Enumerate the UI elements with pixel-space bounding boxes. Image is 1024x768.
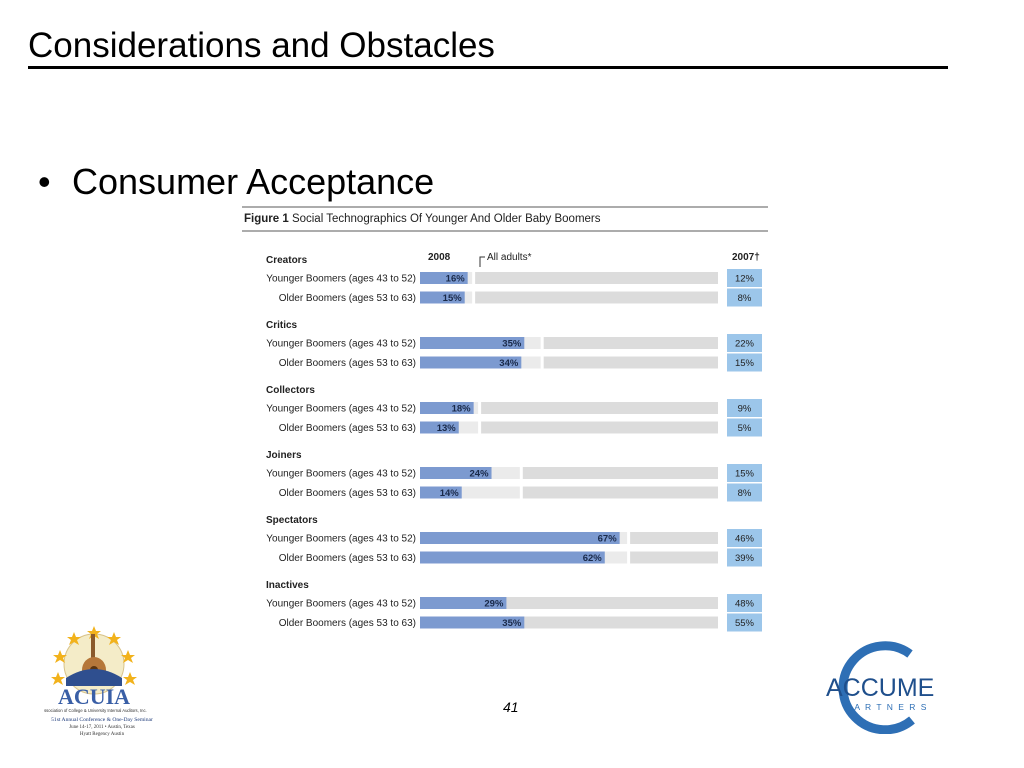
svg-text:Association of College & Unive: Association of College & University Inte…	[44, 708, 147, 713]
svg-text:Hyatt Regency Austin: Hyatt Regency Austin	[80, 732, 125, 737]
badge-2007	[727, 288, 762, 307]
accume-ring-icon: ACCUME P A R T N E R S	[826, 641, 934, 735]
bar-2008	[420, 616, 525, 629]
bar-value-label: 13%	[437, 423, 457, 434]
all-adults-label: All adults*	[487, 252, 532, 263]
page-number: 41	[503, 699, 519, 715]
row-label: Older Boomers (ages 53 to 63)	[279, 423, 416, 434]
col-header-2007: 2007†	[732, 252, 760, 263]
group-label: Critics	[266, 320, 298, 331]
bar-value-label: 29%	[484, 599, 504, 610]
bar-value-label: 24%	[470, 469, 490, 480]
bar-2008	[420, 467, 492, 479]
badge-2007-value: 12%	[735, 274, 755, 285]
bar-value-label: 67%	[598, 534, 618, 545]
accume-logo: ACCUME P A R T N E R S	[814, 640, 964, 735]
badge-2007	[727, 529, 762, 547]
bullet-marker: •	[38, 161, 51, 202]
bar-2008	[420, 421, 459, 434]
bar-2008	[420, 532, 620, 544]
slide-title: Considerations and Obstacles	[28, 26, 495, 65]
badge-2007-value: 5%	[738, 423, 752, 434]
figure-title: Figure 1 Social Technographics Of Younge…	[244, 213, 601, 225]
acuia-emblem-icon: ACUIA Association of College & Universit…	[41, 626, 153, 737]
bar-track	[420, 402, 718, 414]
chart-svg: Figure 1 Social Technographics Of Younge…	[242, 206, 768, 632]
badge-2007	[727, 334, 762, 352]
bullet-text: Consumer Acceptance	[72, 161, 435, 202]
bar-2008	[420, 356, 522, 369]
badge-2007	[727, 548, 762, 567]
badge-2007	[727, 418, 762, 437]
group-label: Collectors	[266, 385, 315, 396]
badge-2007	[727, 353, 762, 372]
bar-value-label: 15%	[443, 293, 463, 304]
badge-2007-value: 55%	[735, 618, 755, 629]
acuia-wordmark: ACUIA	[58, 684, 130, 709]
bullet-item: • Consumer Acceptance	[38, 162, 434, 202]
badge-2007-value: 15%	[735, 469, 755, 480]
row-label: Older Boomers (ages 53 to 63)	[279, 488, 416, 499]
badge-2007-value: 8%	[738, 293, 752, 304]
badge-2007-value: 46%	[735, 534, 755, 545]
row-label: Older Boomers (ages 53 to 63)	[279, 293, 416, 304]
bar-value-label: 35%	[502, 339, 522, 350]
badge-2007-value: 39%	[735, 553, 755, 564]
svg-text:51st Annual Conference & One-D: 51st Annual Conference & One-Day Seminar	[51, 716, 153, 723]
row-label: Younger Boomers (ages 43 to 52)	[266, 469, 416, 480]
group-label: Spectators	[266, 515, 318, 526]
bar-2008	[420, 291, 465, 304]
all-adults-bracket	[479, 256, 485, 267]
bar-track	[420, 291, 718, 304]
svg-text:June 14-17, 2011 • Austin, Tex: June 14-17, 2011 • Austin, Texas	[69, 725, 135, 730]
row-label: Older Boomers (ages 53 to 63)	[279, 358, 416, 369]
bar-value-label: 16%	[446, 274, 466, 285]
bar-2008	[420, 597, 507, 609]
badge-2007-value: 22%	[735, 339, 755, 350]
badge-2007	[727, 269, 762, 287]
bar-2008	[420, 337, 525, 349]
row-label: Younger Boomers (ages 43 to 52)	[266, 274, 416, 285]
accume-subtitle: P A R T N E R S	[844, 702, 928, 712]
acuia-logo: ACUIA Association of College & Universit…	[41, 620, 174, 738]
bar-value-label: 34%	[499, 358, 519, 369]
bar-2008	[420, 486, 462, 499]
figure-chart: Figure 1 Social Technographics Of Younge…	[242, 205, 768, 635]
row-label: Older Boomers (ages 53 to 63)	[279, 553, 416, 564]
col-header-2008: 2008	[428, 252, 451, 263]
bar-2008	[420, 272, 468, 284]
bar-value-label: 62%	[583, 553, 603, 564]
title-underline	[28, 66, 948, 69]
badge-2007	[727, 399, 762, 417]
bar-value-label: 14%	[440, 488, 460, 499]
accume-wordmark: ACCUME	[826, 674, 934, 702]
badge-2007	[727, 464, 762, 482]
row-label: Younger Boomers (ages 43 to 52)	[266, 599, 416, 610]
row-label: Older Boomers (ages 53 to 63)	[279, 618, 416, 629]
group-label: Inactives	[266, 580, 309, 591]
row-label: Younger Boomers (ages 43 to 52)	[266, 339, 416, 350]
bar-track	[420, 272, 718, 284]
badge-2007-value: 15%	[735, 358, 755, 369]
row-label: Younger Boomers (ages 43 to 52)	[266, 534, 416, 545]
badge-2007-value: 48%	[735, 599, 755, 610]
badge-2007	[727, 483, 762, 502]
bar-value-label: 35%	[502, 618, 522, 629]
badge-2007	[727, 613, 762, 632]
row-label: Younger Boomers (ages 43 to 52)	[266, 404, 416, 415]
bar-2008	[420, 402, 474, 414]
badge-2007-value: 9%	[738, 404, 752, 415]
bar-value-label: 18%	[452, 404, 472, 415]
group-label: Creators	[266, 255, 308, 266]
badge-2007	[727, 594, 762, 612]
bar-track	[420, 421, 718, 434]
group-label: Joiners	[266, 450, 302, 461]
badge-2007-value: 8%	[738, 488, 752, 499]
bar-2008	[420, 551, 605, 564]
